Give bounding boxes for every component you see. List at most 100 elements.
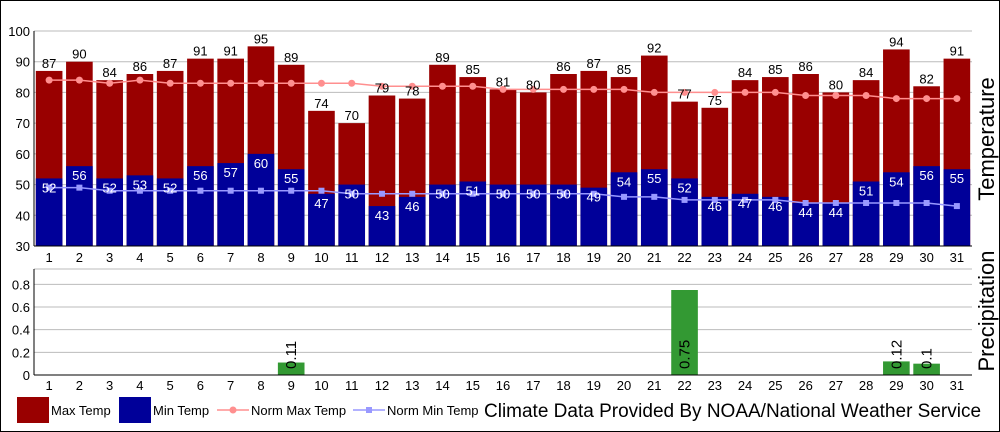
min-temp-data-label: 60 [254, 156, 268, 171]
norm-min-temp-point [681, 196, 688, 203]
norm-max-temp-point [590, 85, 598, 93]
temp-y-tick-label: 60 [16, 147, 30, 162]
min-temp-data-label: 53 [133, 177, 147, 192]
temp-x-tick-label: 2 [76, 250, 83, 265]
precip-x-tick-label: 17 [526, 378, 540, 393]
min-temp-data-label: 46 [708, 199, 722, 214]
legend-label: Norm Min Temp [387, 403, 479, 418]
norm-max-temp-point [438, 82, 446, 90]
max-temp-data-label: 87 [587, 56, 601, 71]
precipitation-data-label: 0.11 [283, 341, 300, 369]
min-temp-data-label: 54 [617, 174, 631, 189]
temp-x-tick-label: 22 [677, 250, 691, 265]
legend: Max Temp Min Temp Norm Max Temp Norm Min Te… [17, 397, 479, 423]
norm-min-temp-point [500, 190, 506, 197]
min-temp-data-label: 56 [193, 168, 207, 183]
max-temp-data-label: 78 [405, 84, 419, 99]
norm-max-temp-point [408, 82, 416, 90]
norm-max-temp-point [348, 79, 356, 87]
norm-max-temp-point [953, 95, 961, 103]
precip-y-tick-label: 0.8 [12, 277, 30, 292]
data-credit: Climate Data Provided By NOAA/National W… [484, 401, 981, 422]
precip-x-tick-label: 8 [257, 378, 264, 393]
min-temp-data-label: 51 [466, 184, 480, 199]
max-temp-data-label: 84 [859, 65, 873, 80]
min-temp-data-label: 44 [829, 205, 843, 220]
norm-min-temp-point [742, 196, 749, 203]
norm-max-temp-point [923, 95, 931, 103]
precip-x-tick-label: 11 [345, 378, 359, 393]
max-temp-data-label: 92 [647, 41, 661, 56]
precip-x-tick-label: 16 [496, 378, 510, 393]
temp-y-tick-label: 100 [8, 24, 30, 39]
max-temp-data-label: 85 [768, 62, 782, 77]
legend-label: Norm Max Temp [251, 403, 346, 418]
norm-min-temp-point [802, 200, 809, 206]
norm-max-temp-point [317, 79, 325, 87]
precip-x-tick-label: 1 [46, 378, 53, 393]
precip-x-tick-label: 28 [859, 378, 873, 393]
norm-max-temp-point [650, 88, 658, 96]
legend-swatch [119, 397, 151, 423]
precip-x-tick-label: 23 [708, 378, 722, 393]
precipitation-data-label: 0.75 [677, 340, 694, 369]
temp-x-tick-label: 21 [647, 250, 661, 265]
max-temp-data-label: 85 [466, 62, 480, 77]
temp-x-tick-label: 29 [889, 250, 903, 265]
max-temp-data-label: 70 [344, 108, 358, 123]
min-temp-data-label: 44 [798, 205, 812, 220]
min-temp-bar [580, 187, 608, 246]
norm-min-temp-point [378, 190, 385, 197]
precip-x-tick-label: 9 [288, 378, 295, 393]
max-temp-data-label: 85 [617, 62, 631, 77]
precip-x-tick-label: 5 [167, 378, 174, 393]
precip-x-tick-label: 6 [197, 378, 204, 393]
min-temp-bar [640, 169, 668, 246]
norm-min-temp-point [288, 187, 295, 194]
min-temp-data-label: 50 [496, 187, 510, 202]
precipitation-panel: 00.20.40.60.80.11 0.75 0.12 0.11 2 3 4 5 6 7 8 9 10 1… [12, 268, 972, 393]
min-temp-data-label: 46 [405, 199, 419, 214]
precip-x-tick-label: 27 [829, 378, 843, 393]
norm-max-temp-point [499, 85, 507, 93]
min-temp-bar [66, 166, 93, 246]
temp-x-tick-label: 27 [829, 250, 843, 265]
precip-x-tick-label: 25 [768, 378, 782, 393]
norm-max-temp-point [681, 88, 689, 96]
temp-x-tick-label: 18 [556, 250, 570, 265]
norm-max-temp-point [106, 79, 114, 87]
precip-x-tick-label: 3 [106, 378, 113, 393]
min-temp-bar [762, 196, 789, 246]
norm-min-temp-point [590, 190, 597, 197]
temp-x-tick-label: 24 [738, 250, 752, 265]
temp-x-tick-label: 16 [496, 250, 510, 265]
min-temp-data-label: 56 [919, 168, 933, 183]
norm-min-temp-point [46, 184, 53, 191]
max-temp-data-label: 86 [556, 59, 570, 74]
min-temp-bar [701, 196, 729, 246]
norm-max-temp-point [469, 82, 477, 90]
precip-x-tick-label: 10 [314, 378, 328, 393]
min-temp-bar [822, 203, 850, 246]
min-temp-data-label: 54 [889, 174, 903, 189]
precipitation-bar [883, 361, 910, 375]
norm-min-temp-point [167, 187, 174, 194]
temp-x-tick-label: 14 [435, 250, 449, 265]
min-temp-data-label: 50 [526, 187, 540, 202]
precip-x-tick-label: 7 [227, 378, 234, 393]
min-temp-data-label: 57 [223, 165, 237, 180]
max-temp-data-label: 87 [163, 56, 177, 71]
precip-x-tick-label: 14 [435, 378, 449, 393]
norm-max-temp-point [711, 88, 719, 96]
precipitation-bar [913, 363, 940, 375]
max-temp-data-label: 84 [102, 65, 116, 80]
norm-min-temp-point [923, 200, 930, 206]
norm-min-temp-point [76, 184, 83, 191]
norm-max-temp-point [227, 79, 235, 87]
temp-x-tick-label: 3 [106, 250, 113, 265]
temp-y-tick-label: 40 [16, 208, 30, 223]
precip-x-tick-label: 26 [798, 378, 812, 393]
norm-max-temp-point [166, 79, 174, 87]
temp-x-tick-label: 5 [167, 250, 174, 265]
precip-x-tick-label: 22 [677, 378, 691, 393]
